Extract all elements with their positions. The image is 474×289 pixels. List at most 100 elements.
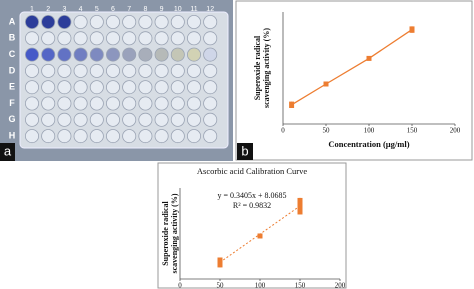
well xyxy=(89,63,104,78)
well xyxy=(41,96,56,111)
panel-label: b xyxy=(241,143,248,158)
well xyxy=(57,47,72,62)
well xyxy=(154,80,169,95)
well xyxy=(186,112,201,127)
well xyxy=(170,112,185,127)
well xyxy=(170,80,185,95)
x-tick-label: 50 xyxy=(323,127,331,135)
well xyxy=(203,96,218,111)
well xyxy=(73,63,88,78)
x-tick-label: 100 xyxy=(364,127,375,135)
line xyxy=(291,29,413,106)
marker xyxy=(409,26,415,33)
marker xyxy=(217,257,223,268)
well xyxy=(138,112,153,127)
marker xyxy=(257,233,263,239)
well xyxy=(170,63,185,78)
well xyxy=(106,47,121,62)
well xyxy=(41,112,56,127)
well xyxy=(89,96,104,111)
well xyxy=(203,47,218,62)
column-label: 3 xyxy=(62,6,66,13)
well xyxy=(154,129,169,144)
x-axis-label: Concentration (µg/ml) xyxy=(328,139,409,149)
well xyxy=(73,112,88,127)
well xyxy=(170,31,185,46)
column-label: 11 xyxy=(190,6,197,13)
well xyxy=(41,129,56,144)
column-label: 9 xyxy=(160,6,164,13)
r-squared: R² = 0.9832 xyxy=(233,201,271,210)
x-tick-label: 200 xyxy=(450,127,461,135)
well xyxy=(122,63,137,78)
row-label: F xyxy=(9,98,15,108)
chart-title: Ascorbic acid Calibration Curve xyxy=(197,166,307,176)
well xyxy=(186,129,201,144)
well xyxy=(73,129,88,144)
well xyxy=(154,14,169,29)
well xyxy=(57,14,72,29)
well xyxy=(57,31,72,46)
well xyxy=(106,129,121,144)
well xyxy=(106,112,121,127)
well xyxy=(24,129,39,144)
column-label: 7 xyxy=(127,6,131,13)
column-label: 8 xyxy=(143,6,147,13)
x-tick-label: 150 xyxy=(295,282,306,289)
x-tick-label: 50 xyxy=(217,282,225,289)
row-label: E xyxy=(9,82,15,92)
marker xyxy=(289,101,295,108)
well xyxy=(138,47,153,62)
well xyxy=(186,96,201,111)
well xyxy=(24,31,39,46)
well xyxy=(186,63,201,78)
x-tick-label: 100 xyxy=(255,282,266,289)
row-label: C xyxy=(9,49,16,59)
well xyxy=(203,112,218,127)
column-label: 12 xyxy=(206,6,214,13)
well xyxy=(41,14,56,29)
well xyxy=(203,129,218,144)
column-label: 6 xyxy=(111,6,115,13)
well xyxy=(89,14,104,29)
well xyxy=(73,80,88,95)
well xyxy=(89,47,104,62)
well xyxy=(203,14,218,29)
x-tick-label: 0 xyxy=(178,282,182,289)
trendline-equation: y = 0.3405x + 8.0685 xyxy=(217,191,286,200)
well xyxy=(122,129,137,144)
well xyxy=(138,31,153,46)
well xyxy=(154,63,169,78)
panel-label-box xyxy=(237,143,253,160)
well xyxy=(106,31,121,46)
y-axis-label: scavenging activity (%) xyxy=(262,28,271,108)
well xyxy=(186,31,201,46)
column-label: 2 xyxy=(46,6,50,13)
y-axis-label: Superoxide radical xyxy=(253,35,262,100)
panel-label-box xyxy=(0,143,15,161)
well xyxy=(154,96,169,111)
x-tick-label: 200 xyxy=(335,282,346,289)
column-label: 1 xyxy=(30,6,34,13)
well xyxy=(122,31,137,46)
well xyxy=(138,96,153,111)
panel-b xyxy=(235,0,473,161)
well xyxy=(122,14,137,29)
x-tick-label: 150 xyxy=(407,127,418,135)
column-label: 10 xyxy=(174,6,182,13)
marker xyxy=(366,55,372,61)
well xyxy=(73,47,88,62)
well xyxy=(57,112,72,127)
well xyxy=(154,31,169,46)
panel-label: a xyxy=(4,143,12,158)
well xyxy=(24,96,39,111)
row-label: H xyxy=(9,130,16,140)
well xyxy=(24,80,39,95)
well xyxy=(73,96,88,111)
well xyxy=(106,96,121,111)
panel-c xyxy=(157,162,347,289)
well xyxy=(122,96,137,111)
row-label: A xyxy=(9,16,16,26)
